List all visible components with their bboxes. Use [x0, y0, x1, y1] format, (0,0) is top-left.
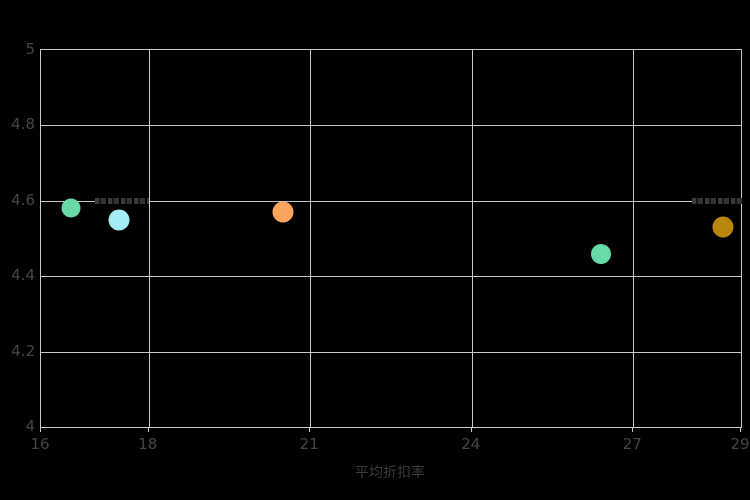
y-gridline	[41, 351, 741, 353]
x-tick-label: 18	[138, 435, 158, 453]
x-gridline	[148, 50, 150, 427]
x-axis-title: 平均折扣率	[355, 465, 425, 481]
x-tick-label: 29	[730, 435, 750, 453]
x-gridline	[310, 50, 312, 427]
scatter-point[interactable]	[272, 201, 294, 223]
y-tick-label: 4	[25, 417, 35, 435]
y-tick-label: 5	[25, 40, 35, 58]
scatter-point[interactable]	[591, 243, 611, 264]
plot-area	[40, 49, 743, 428]
x-tick	[147, 427, 149, 432]
x-gridline	[633, 50, 635, 427]
y-tick-label: 4.4	[11, 266, 35, 285]
y-gridline	[41, 276, 741, 278]
scatter-point[interactable]	[108, 209, 130, 231]
x-tick	[40, 427, 41, 432]
x-tick	[470, 427, 472, 432]
illegible-point-label	[94, 197, 149, 204]
x-tick-label: 21	[299, 435, 319, 453]
scatter-point[interactable]	[712, 216, 734, 238]
y-tick-label: 4.6	[11, 190, 35, 209]
y-tick-label: 4.8	[11, 115, 35, 134]
x-tick	[740, 427, 741, 432]
x-tick-label: 16	[30, 435, 50, 453]
illegible-point-label	[692, 197, 743, 204]
scatter-point[interactable]	[61, 198, 81, 218]
x-tick	[632, 427, 634, 432]
x-tick-label: 24	[461, 435, 481, 453]
x-tick	[309, 427, 311, 432]
y-gridline	[41, 125, 741, 127]
y-tick-label: 4.2	[11, 341, 35, 360]
x-gridline	[471, 50, 473, 427]
x-tick-label: 27	[622, 435, 642, 453]
y-gridline	[41, 200, 741, 202]
